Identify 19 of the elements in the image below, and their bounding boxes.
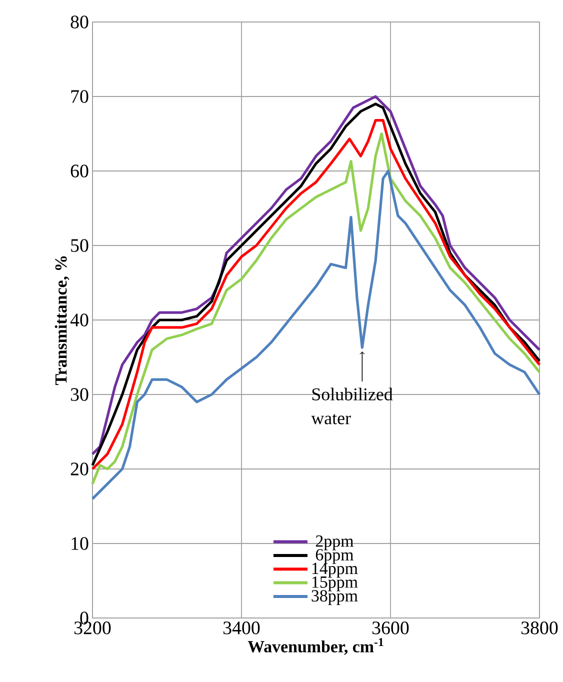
annotation: Solubilized water <box>310 388 392 424</box>
y-axis-title: Transmittance, % <box>54 256 69 385</box>
legend-label: 14ppm <box>312 562 358 578</box>
x-tick-label: 3800 <box>521 622 558 634</box>
x-tick-label: 3600 <box>372 622 408 634</box>
y-tick-label: 20 <box>70 462 88 476</box>
x-axis-title: Wavenumber, cm$^{-1}$ <box>248 638 384 655</box>
y-tick-label: 30 <box>70 388 88 401</box>
x-tick-label: 3400 <box>223 622 260 634</box>
y-tick-label: 40 <box>70 314 88 326</box>
legend-label: 2ppm <box>316 535 354 550</box>
y-tick-label: 60 <box>70 164 88 178</box>
y-tick-label: 70 <box>71 90 88 103</box>
y-tick-label: 50 <box>70 239 88 252</box>
y-tick-label: 10 <box>71 537 88 550</box>
legend-label: 38ppm <box>312 590 358 605</box>
y-tick-label: 80 <box>70 16 88 28</box>
legend-label: 6ppm <box>316 549 354 564</box>
legend-label: 15ppm <box>312 576 358 592</box>
